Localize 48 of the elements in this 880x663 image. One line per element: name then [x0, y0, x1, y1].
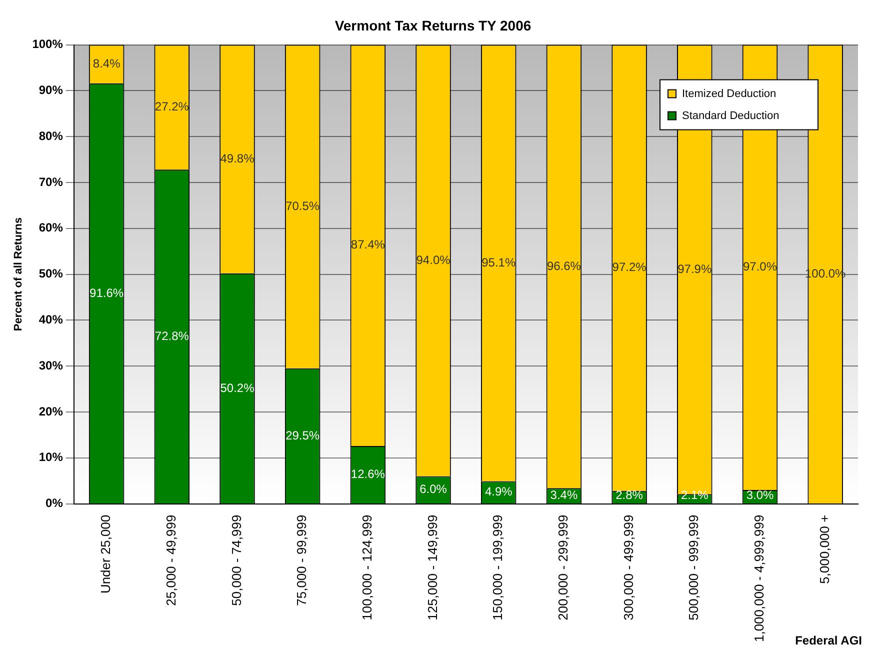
legend-label: Itemized Deduction — [682, 88, 776, 100]
y-tick-label: 60% — [38, 220, 64, 235]
data-label: 12.6% — [350, 467, 386, 482]
x-tick-label: 300,000 - 499,999 — [620, 514, 636, 620]
x-tick-label: 125,000 - 149,999 — [424, 514, 440, 620]
data-label: 3.4% — [550, 488, 578, 502]
data-label: 94.0% — [416, 252, 451, 267]
x-tick-label: 25,000 - 49,999 — [163, 514, 178, 606]
x-tick-label: 500,000 - 999,999 — [686, 514, 702, 620]
y-axis-title: Percent of all Returns — [12, 217, 25, 332]
x-tick-label: 50,000 - 74,999 — [228, 514, 244, 606]
y-tick-label: 40% — [38, 312, 64, 326]
y-tick-label: 80% — [38, 128, 64, 143]
x-axis-title: Federal AGI — [795, 633, 862, 648]
data-label: 70.5% — [286, 198, 320, 213]
y-tick-label: 30% — [38, 358, 64, 372]
x-tick-label: 150,000 - 199,999 — [490, 514, 506, 620]
y-tick-label: 10% — [38, 450, 64, 464]
data-label: 4.9% — [484, 484, 513, 499]
data-label: 8.4% — [92, 56, 121, 70]
x-tick-label: 75,000 - 99,999 — [294, 514, 310, 606]
y-tick-label: 20% — [38, 404, 64, 418]
data-label: 29.5% — [286, 428, 320, 442]
data-label: 96.6% — [546, 258, 582, 273]
data-label: 97.9% — [678, 262, 712, 276]
legend-label: Standard Deduction — [682, 110, 780, 122]
data-label: 95.1% — [482, 255, 516, 270]
data-label: 2.8% — [616, 488, 644, 502]
x-tick-label: 200,000 - 299,999 — [556, 514, 571, 620]
x-tick-label: Under 25,000 — [98, 514, 114, 594]
x-tick-label: 100,000 - 124,999 — [360, 514, 375, 620]
data-label: 27.2% — [154, 100, 190, 114]
data-label: 87.4% — [350, 238, 386, 252]
y-tick-label: 100% — [32, 37, 64, 52]
data-label: 97.2% — [612, 260, 647, 274]
data-label: 50.2% — [220, 380, 255, 395]
data-label: 49.8% — [220, 151, 255, 166]
y-tick-label: 0% — [46, 496, 64, 510]
data-label: 91.6% — [90, 286, 124, 300]
data-label: 6.0% — [420, 482, 448, 496]
chart-title: Vermont Tax Returns TY 2006 — [334, 17, 532, 34]
data-label: 3.0% — [746, 488, 774, 502]
x-tick-label: 5,000,000 + — [816, 514, 832, 584]
data-label: 72.8% — [154, 328, 190, 343]
x-tick-label: 1,000,000 - 4,999,999 — [752, 514, 767, 642]
y-tick-label: 50% — [38, 266, 64, 281]
y-tick-label: 90% — [38, 83, 64, 98]
y-tick-label: 70% — [38, 174, 64, 189]
